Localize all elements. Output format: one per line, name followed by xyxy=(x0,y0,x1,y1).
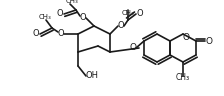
Text: CH₃: CH₃ xyxy=(39,14,51,20)
Text: CH₃: CH₃ xyxy=(176,72,190,82)
Text: O: O xyxy=(183,33,190,41)
Text: O: O xyxy=(137,10,143,19)
Text: CH₃: CH₃ xyxy=(122,10,134,16)
Text: O: O xyxy=(57,10,63,19)
Text: O: O xyxy=(58,29,64,38)
Text: O: O xyxy=(33,29,39,38)
Text: OH: OH xyxy=(86,70,99,79)
Text: CH₃: CH₃ xyxy=(66,0,78,4)
Text: O: O xyxy=(205,36,213,46)
Text: O: O xyxy=(80,12,86,22)
Text: O: O xyxy=(118,22,124,31)
Text: O: O xyxy=(129,43,136,53)
